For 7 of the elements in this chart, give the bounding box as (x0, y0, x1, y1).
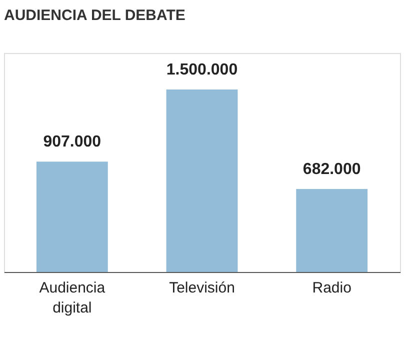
data-label: 1.500.000 (166, 62, 238, 78)
chart-title: AUDIENCIA DEL DEBATE (4, 7, 186, 24)
data-label: 682.000 (302, 161, 361, 178)
x-tick-label: Televisión (169, 280, 235, 296)
data-label: 907.000 (43, 134, 102, 151)
x-tick-label: Audiencia digital (39, 280, 106, 316)
x-tick-label: Radio (312, 280, 352, 296)
